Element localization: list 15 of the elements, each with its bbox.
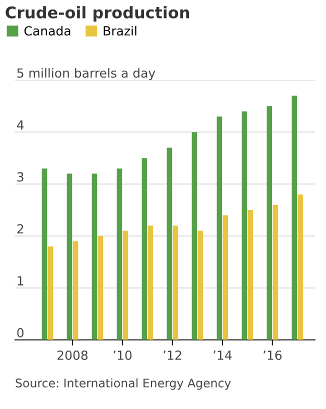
x-tick-label: ’16	[264, 350, 282, 360]
legend-label: Canada	[24, 26, 70, 36]
legend-label: Brazil	[104, 26, 136, 36]
x-tick-label: 2008	[57, 350, 88, 360]
y-tick-label: 2	[17, 224, 24, 234]
y-tick-label: 3	[17, 172, 24, 182]
source-note: Source: International Energy Agency	[16, 378, 231, 390]
x-tick-label: ’14	[214, 350, 232, 360]
y-tick-label: 0	[17, 328, 24, 338]
y-tick-label: 1	[18, 276, 24, 286]
y-tick-label: 4	[16, 120, 24, 130]
x-tick-label: ’12	[164, 350, 182, 360]
chart-title: Crude-oil production	[6, 6, 189, 22]
y-tick-label: 5 million barrels a day	[17, 68, 156, 80]
x-tick-label: ’10	[114, 350, 132, 360]
